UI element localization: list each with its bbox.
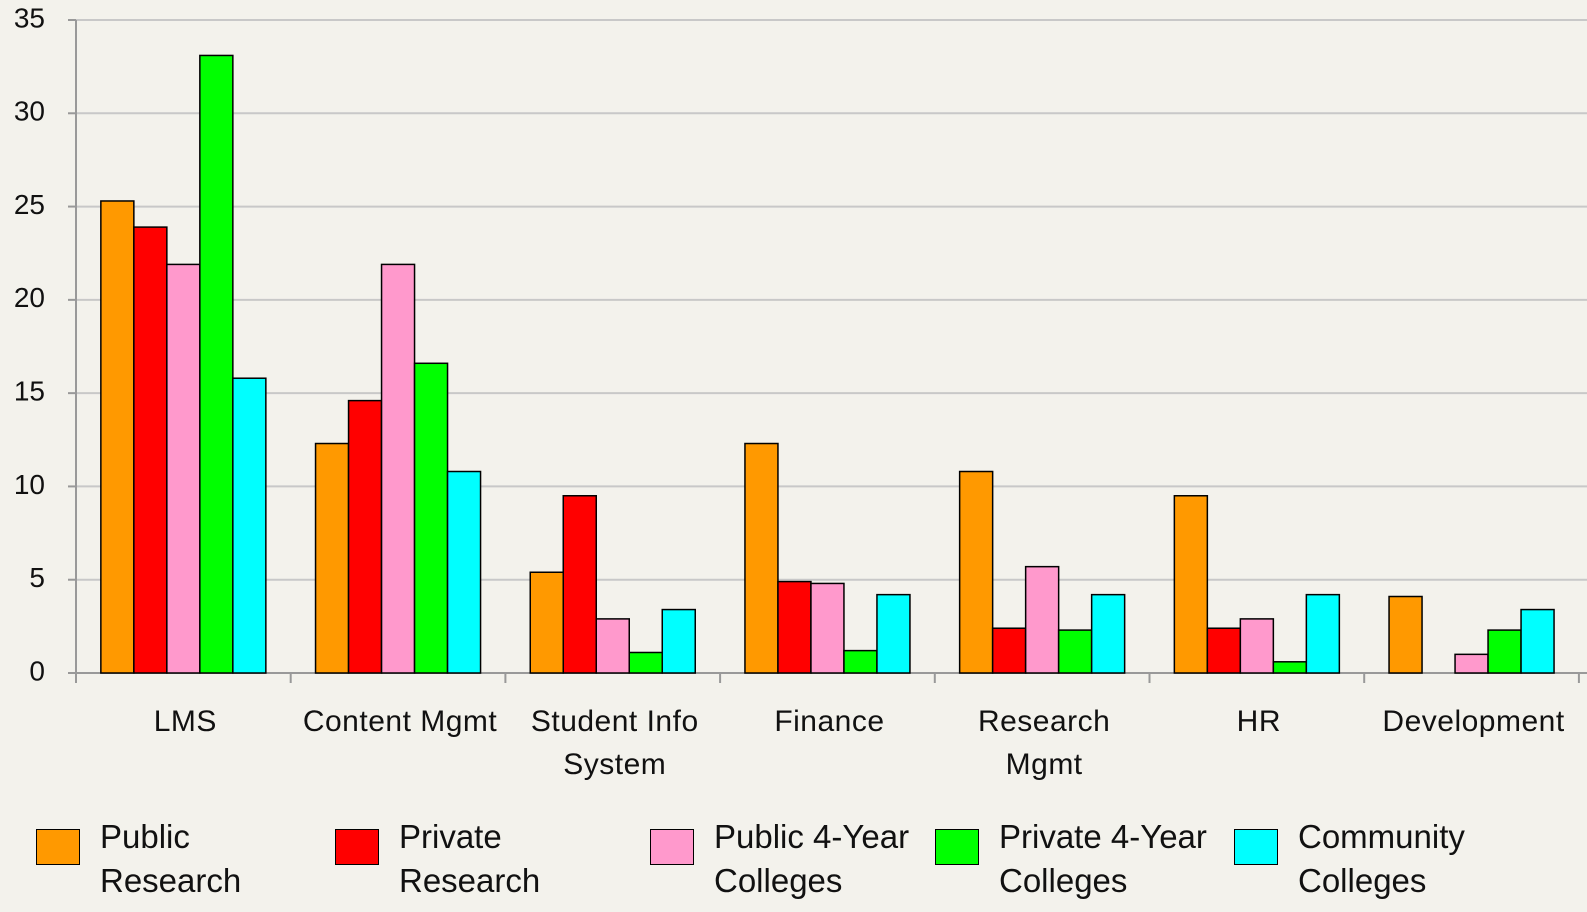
y-tick-label: 30 [14, 96, 45, 127]
bar [100, 200, 135, 674]
bar [1024, 565, 1060, 674]
bar [133, 226, 168, 674]
bar [661, 608, 696, 674]
bar [1305, 593, 1341, 674]
x-tick-label: Research Mgmt [977, 705, 1111, 781]
bar [413, 362, 449, 674]
legend-swatch [36, 829, 80, 865]
y-tick-label: 5 [29, 562, 45, 593]
x-tick-label: Finance [774, 705, 885, 738]
x-tick-label: Development [1382, 705, 1565, 738]
x-tick-label: HR [1236, 705, 1282, 738]
x-tick-label: Student Info System [530, 705, 699, 781]
bar [1454, 653, 1489, 674]
bar [628, 651, 663, 674]
y-tick-label: 0 [29, 655, 45, 686]
bar [876, 593, 911, 674]
legend-label: Public 4-Year Colleges [714, 818, 910, 899]
bar [595, 618, 630, 674]
bar [232, 377, 267, 674]
bar [314, 442, 350, 674]
y-tick-label: 15 [14, 376, 45, 407]
y-tick-label: 35 [14, 2, 45, 33]
bar [1388, 595, 1423, 674]
bar [1487, 629, 1522, 674]
legend-label: Private Research Universities [399, 818, 570, 912]
bar [1090, 593, 1126, 674]
legend-swatch [650, 829, 694, 865]
bar [199, 54, 234, 674]
y-tick-label: 10 [14, 469, 45, 500]
bar [991, 627, 1027, 674]
legend-swatch [935, 829, 979, 865]
bar [562, 495, 597, 674]
bar [1057, 629, 1093, 674]
y-tick-label: 20 [14, 282, 45, 313]
legend-swatch [335, 829, 379, 865]
bar [1239, 618, 1275, 674]
legend-label: Public Research Universities [100, 818, 271, 912]
legend-label: Private 4-Year Colleges [999, 818, 1207, 899]
bar [347, 399, 383, 674]
bar [958, 470, 994, 674]
bar [1520, 608, 1555, 674]
bar [1206, 627, 1242, 674]
bar [166, 263, 201, 674]
bar [529, 571, 564, 674]
bar [1173, 495, 1209, 674]
bar [810, 582, 845, 674]
bar [380, 263, 416, 674]
x-tick-label: Content Mgmt [302, 705, 498, 738]
bar [1272, 661, 1308, 674]
bar [446, 470, 482, 674]
bar [744, 442, 779, 674]
legend-label: Community Colleges [1298, 818, 1465, 899]
y-tick-label: 25 [14, 189, 45, 220]
x-tick-label: LMS [153, 705, 217, 738]
legend-swatch [1234, 829, 1278, 865]
bar [843, 649, 878, 674]
bar [777, 580, 812, 674]
